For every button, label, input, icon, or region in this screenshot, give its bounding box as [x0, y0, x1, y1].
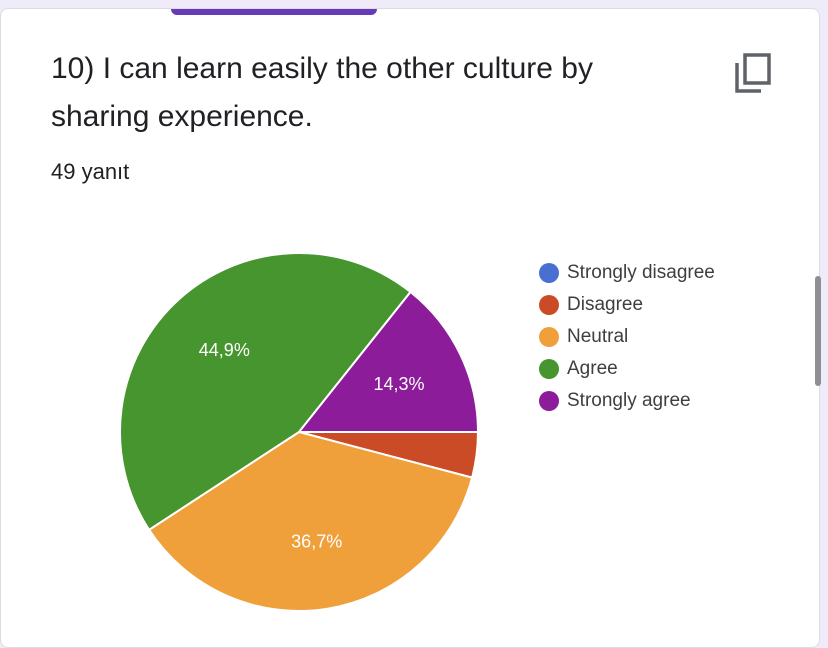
- legend-swatch: [539, 295, 559, 315]
- legend-label: Agree: [567, 358, 618, 379]
- question-title: 10) I can learn easily the other culture…: [51, 52, 593, 133]
- copy-chart-button[interactable]: [729, 49, 777, 97]
- legend-label: Strongly agree: [567, 390, 691, 411]
- legend-item[interactable]: Agree: [539, 353, 715, 385]
- pie-chart: 36,7% 44,9% 14,3%: [119, 252, 480, 612]
- legend-item[interactable]: Strongly agree: [539, 385, 715, 417]
- legend-swatch: [539, 359, 559, 379]
- pie-slice-agree[interactable]: [119, 252, 412, 532]
- legend-swatch: [539, 327, 559, 347]
- slice-label: 14,3%: [373, 374, 424, 394]
- response-count: 49 yanıt: [51, 159, 130, 184]
- legend-item[interactable]: Strongly disagree: [539, 257, 715, 289]
- legend-label: Neutral: [567, 326, 629, 347]
- copy-icon: [735, 53, 771, 93]
- question-card: 10) I can learn easily the other culture…: [0, 8, 820, 648]
- legend-swatch: [539, 263, 559, 283]
- pie-slice-strongly-agree[interactable]: [296, 290, 480, 433]
- slice-label: 36,7%: [291, 532, 342, 552]
- chart-legend: Strongly disagree Disagree Neutral Agree Str…: [539, 257, 715, 417]
- legend-item[interactable]: Neutral: [539, 321, 715, 353]
- card-accent-tab: [171, 9, 377, 15]
- pie-slice-neutral[interactable]: [147, 430, 474, 612]
- legend-swatch: [539, 391, 559, 411]
- scrollbar[interactable]: [815, 276, 821, 386]
- legend-label: Disagree: [567, 294, 644, 315]
- legend-label: Strongly disagree: [567, 262, 715, 283]
- legend-item[interactable]: Disagree: [539, 289, 715, 321]
- slice-label: 44,9%: [199, 340, 250, 360]
